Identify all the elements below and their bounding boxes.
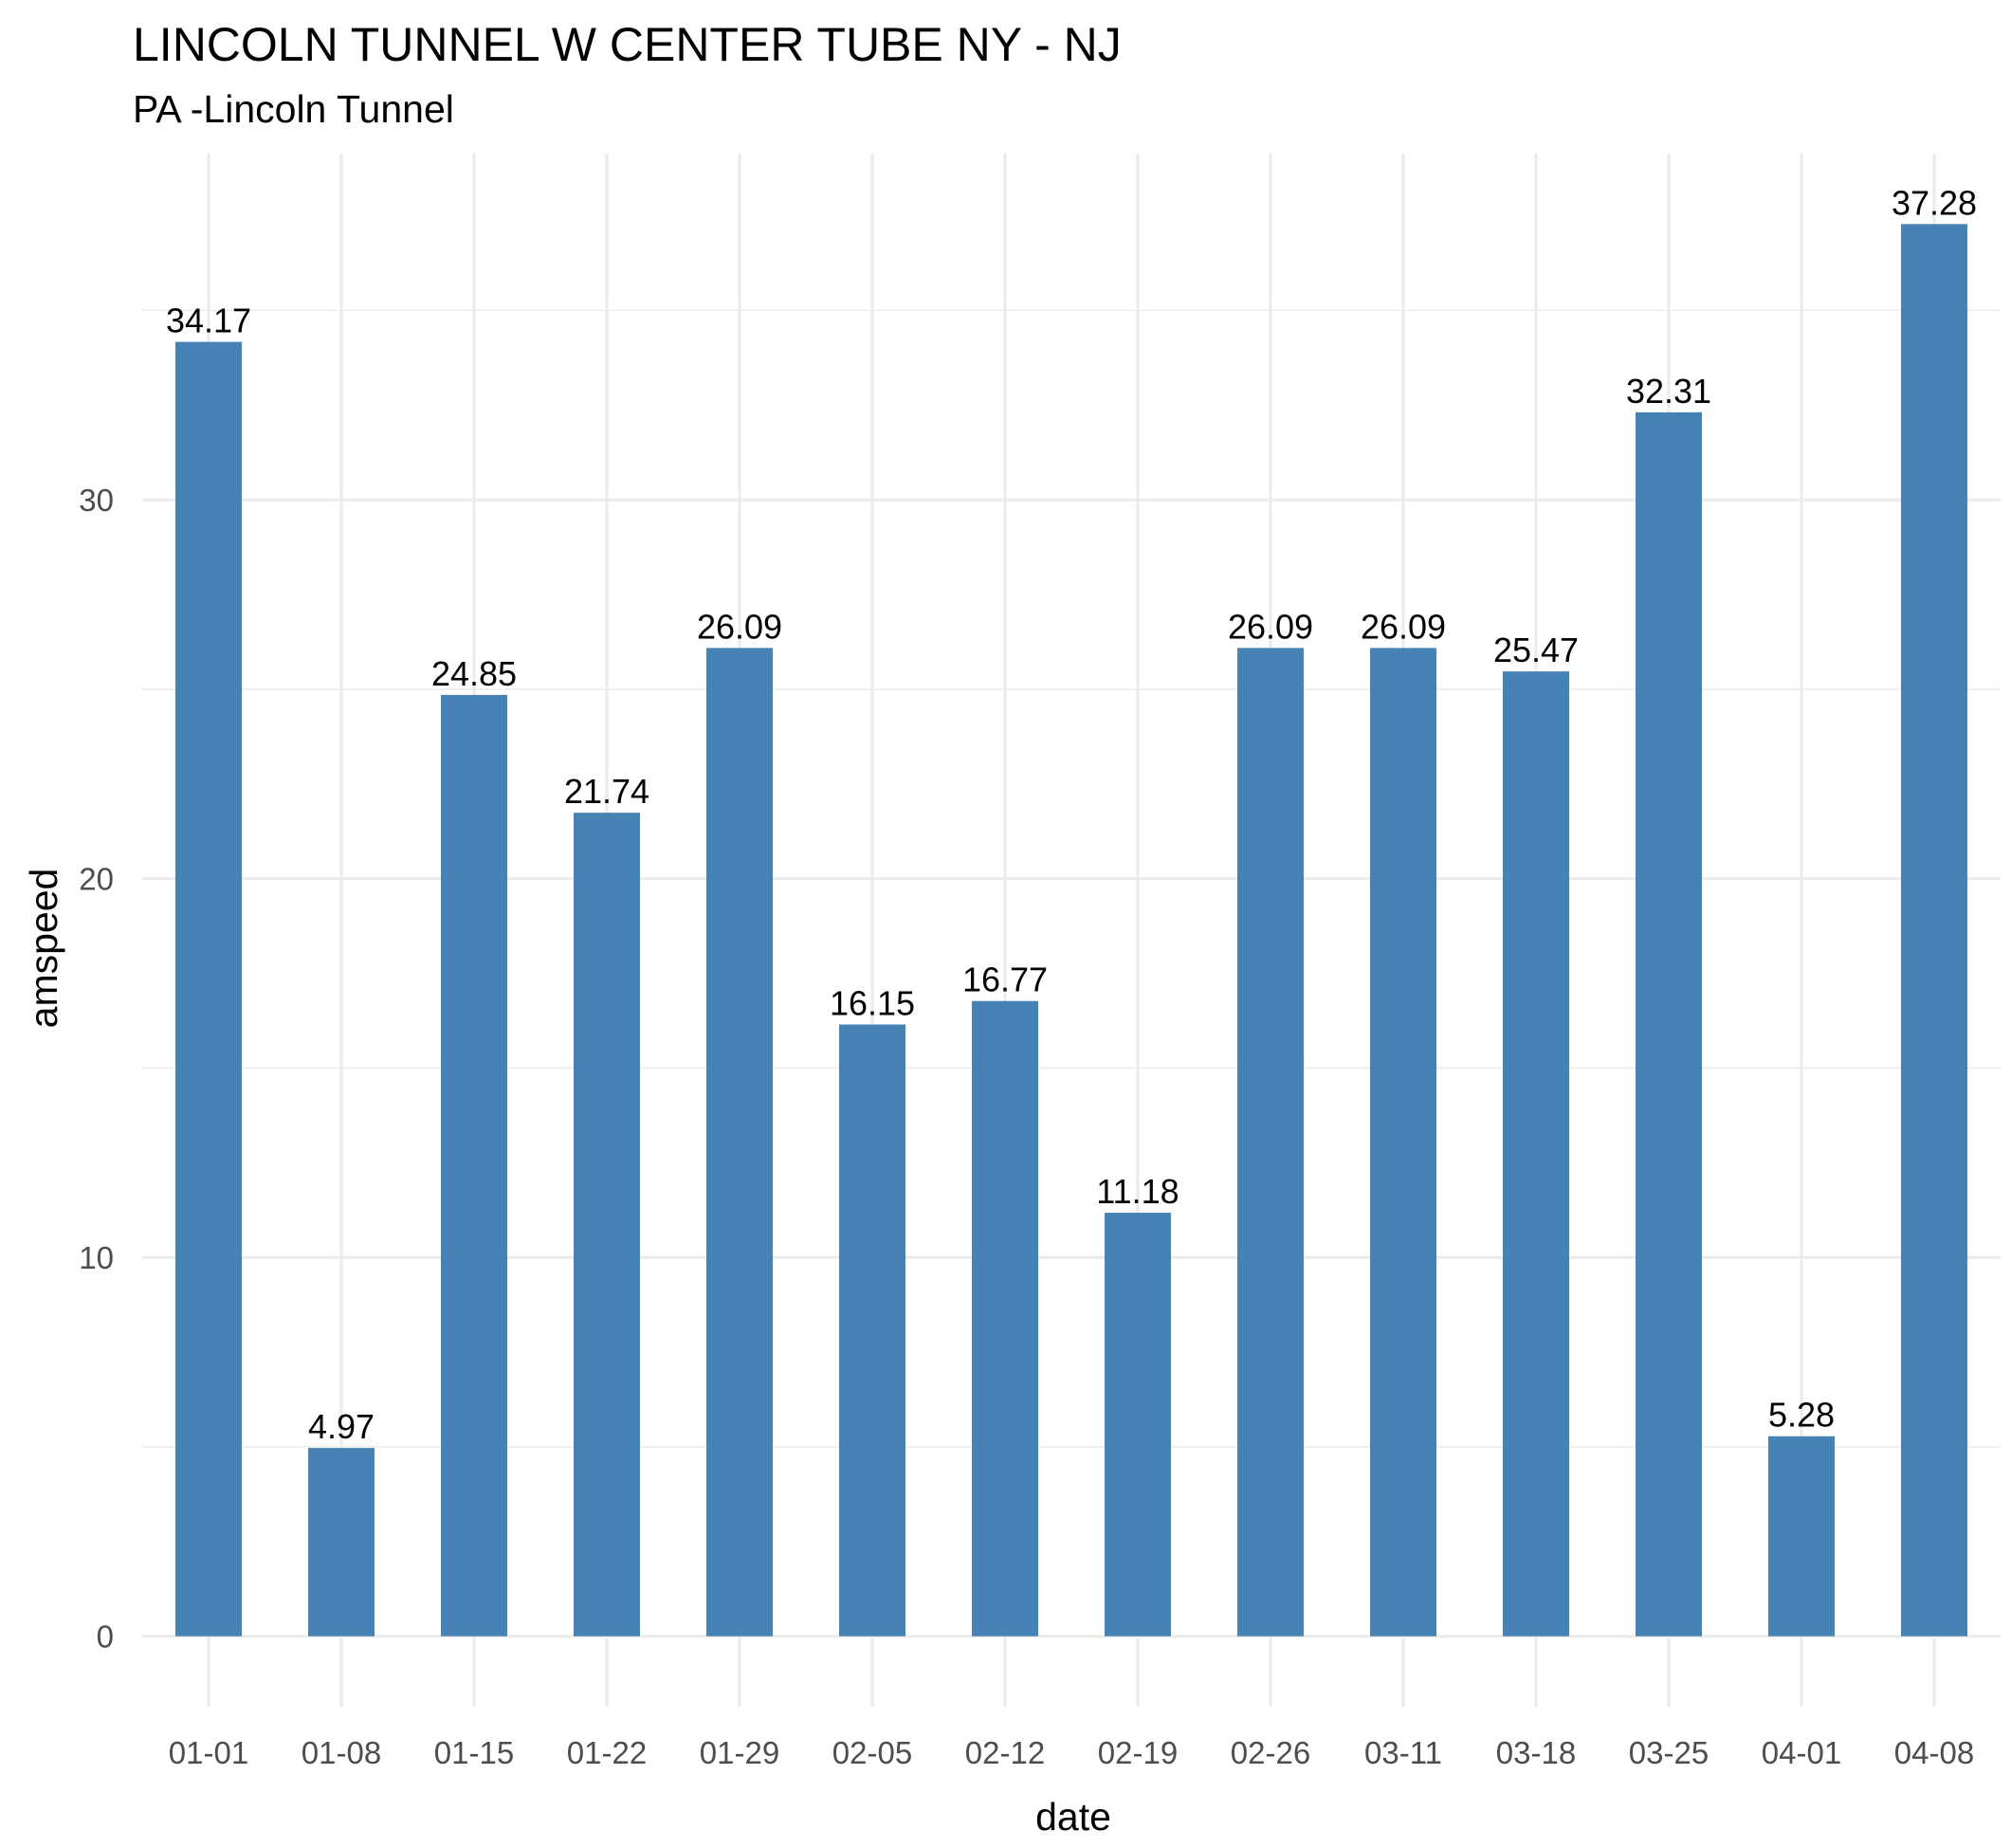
x-tick-label: 01-22 [567,1735,647,1770]
bar-value-label: 26.09 [1228,607,1313,646]
y-tick-label: 10 [79,1240,114,1275]
bar-value-label: 11.18 [1096,1172,1179,1211]
x-axis-title: date [1035,1795,1111,1839]
x-tick-label: 03-11 [1364,1735,1442,1770]
x-tick-label: 02-19 [1098,1735,1178,1770]
bar [1901,224,1967,1637]
bars [175,224,1967,1637]
bar-value-label: 25.47 [1493,631,1579,669]
bar-value-label: 16.15 [830,983,915,1022]
x-tick-label: 03-25 [1629,1735,1709,1770]
bar [1503,671,1569,1637]
x-tick-label: 02-26 [1231,1735,1310,1770]
bar-value-label: 26.09 [1361,607,1446,646]
x-tick-label: 02-12 [965,1735,1045,1770]
bar-value-label: 37.28 [1892,183,1977,222]
x-tick-label: 02-05 [832,1735,912,1770]
x-tick-label: 01-01 [169,1735,248,1770]
bar [574,813,640,1637]
major-gridlines [142,154,2001,1707]
bar-value-label: 24.85 [431,654,517,693]
bar [1768,1436,1835,1637]
bar-value-label: 34.17 [166,302,251,340]
y-tick-label: 30 [79,483,114,518]
bar-value-label: 32.31 [1626,372,1711,411]
x-axis-tick-labels: 01-01 01-08 01-15 01-22 01-29 02-05 02-12 02-19… [169,1735,1974,1770]
bar [1105,1213,1171,1637]
x-tick-label: 01-29 [700,1735,779,1770]
bar [706,648,773,1637]
bar [308,1448,375,1637]
data-labels: 34.17 4.97 24.85 21.74 26.09 16.15 16.77 11.18 2… [166,183,1977,1446]
bar [175,341,242,1637]
x-tick-label: 04-01 [1762,1735,1841,1770]
chart-subtitle: PA -Lincoln Tunnel [133,87,454,131]
y-tick-label: 0 [97,1619,114,1655]
bar [839,1024,905,1637]
y-tick-label: 20 [79,862,114,897]
bar [1370,648,1436,1637]
x-tick-label: 04-08 [1894,1735,1974,1770]
bar-value-label: 21.74 [564,772,649,811]
bar-value-label: 26.09 [697,607,782,646]
bar-value-label: 4.97 [308,1407,375,1446]
bar [1636,412,1702,1637]
y-axis-title: amspeed [22,869,65,1029]
y-axis-tick-labels: 0 10 20 30 [79,483,114,1655]
bar-value-label: 5.28 [1768,1396,1835,1435]
bar [972,1000,1038,1637]
bar [441,694,507,1637]
bar-value-label: 16.77 [962,961,1048,999]
x-tick-label: 01-15 [434,1735,514,1770]
x-tick-label: 03-18 [1496,1735,1576,1770]
chart-title: LINCOLN TUNNEL W CENTER TUBE NY - NJ [133,18,1122,71]
bar [1237,648,1304,1637]
x-tick-label: 01-08 [302,1735,381,1770]
